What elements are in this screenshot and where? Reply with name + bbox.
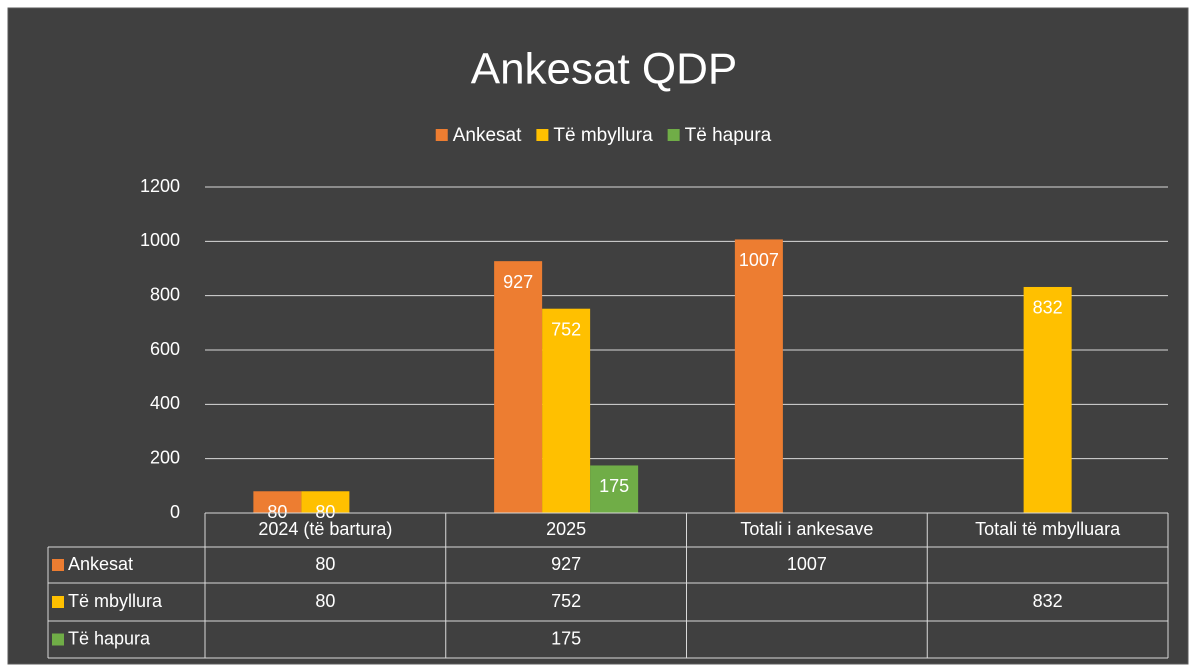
table-cell: 80 [315, 591, 335, 611]
table-cell: 832 [1033, 591, 1063, 611]
x-tick-label: Totali i ankesave [740, 519, 873, 539]
bar [494, 261, 543, 513]
table-swatch [52, 596, 64, 608]
y-tick-label: 400 [150, 393, 180, 413]
chart-title: Ankesat QDP [471, 45, 738, 94]
legend-swatch [536, 129, 549, 141]
table-swatch [52, 559, 64, 571]
x-tick-label: 2025 [546, 519, 586, 539]
data-label: 927 [503, 272, 533, 292]
legend-swatch [667, 129, 680, 141]
legend-label: Të mbyllura [553, 125, 653, 146]
data-label: 80 [267, 502, 287, 522]
data-label: 1007 [739, 250, 779, 270]
y-tick-label: 200 [150, 447, 180, 467]
table-cell: 927 [551, 554, 581, 574]
x-tick-label: 2024 (të bartura) [258, 519, 392, 539]
table-cell: 752 [551, 591, 581, 611]
table-cell: 1007 [787, 554, 827, 574]
x-tick-label: Totali të mbylluara [975, 519, 1121, 539]
table-row-label: Të mbyllura [68, 591, 163, 611]
data-label: 752 [551, 319, 581, 339]
table-swatch [52, 633, 64, 646]
bar [253, 491, 302, 513]
y-tick-label: 1200 [140, 176, 180, 196]
table-row-label: Të hapura [68, 628, 151, 648]
y-tick-label: 800 [150, 284, 180, 304]
bar [1023, 286, 1072, 513]
chart-background [7, 7, 1189, 665]
legend-label: Ankesat [453, 125, 522, 146]
data-label: 80 [315, 502, 335, 522]
y-tick-label: 0 [170, 502, 180, 522]
table-cell: 175 [551, 628, 581, 648]
legend-label: Të hapura [685, 125, 772, 146]
table-row-label: Ankesat [68, 554, 133, 574]
data-label: 175 [599, 476, 629, 496]
bar [301, 491, 350, 513]
y-tick-label: 1000 [140, 230, 180, 250]
y-tick-label: 600 [150, 339, 180, 359]
bar [734, 239, 783, 513]
bar [590, 465, 639, 513]
table-cell: 80 [315, 554, 335, 574]
data-label: 832 [1033, 298, 1063, 318]
legend-swatch [435, 129, 448, 141]
bar [542, 308, 591, 513]
